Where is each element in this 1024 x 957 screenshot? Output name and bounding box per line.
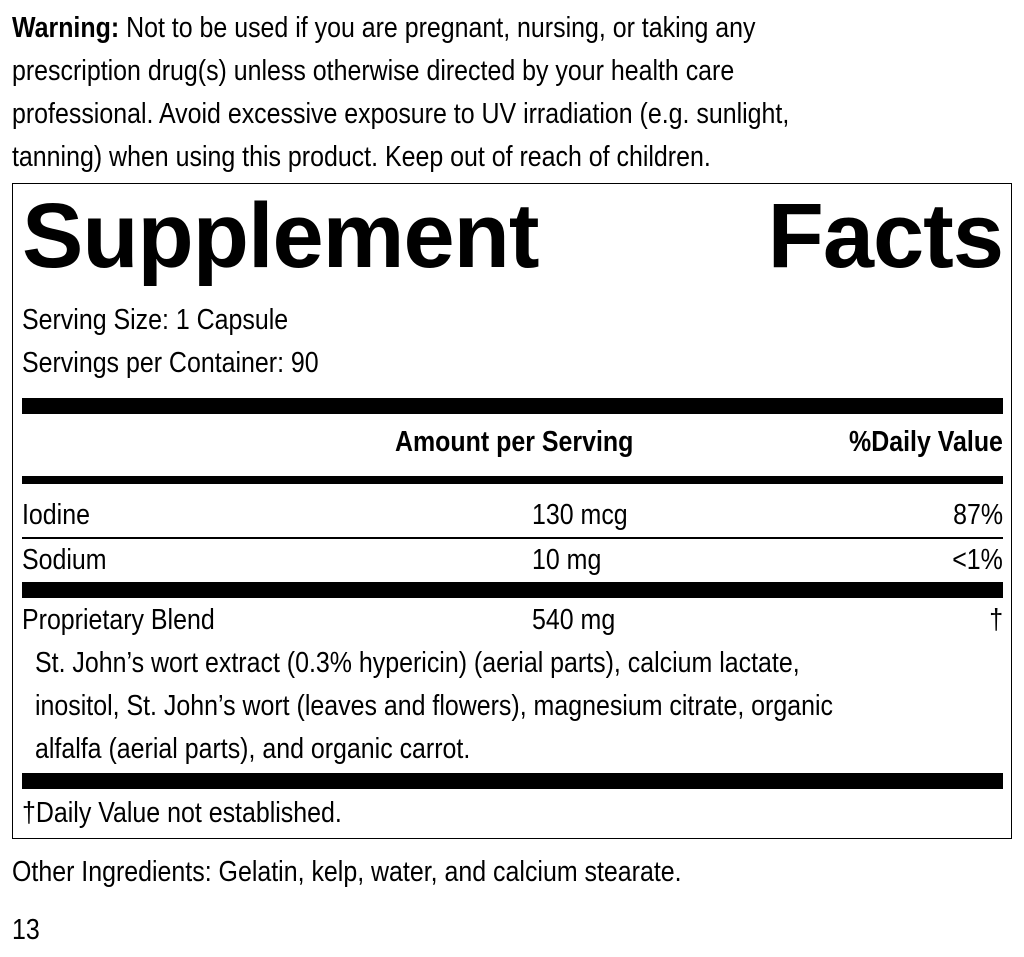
facts-title: Supplement Facts <box>22 185 1004 287</box>
blend-ingredients: St. John’s wort extract (0.3% hypericin)… <box>35 647 800 679</box>
nutrient-amount: 130 mcg <box>532 499 628 531</box>
nutrient-name: Sodium <box>22 544 107 576</box>
title-word: Supplement <box>22 185 539 287</box>
serving-size: Serving Size: 1 Capsule <box>22 304 289 336</box>
divider <box>22 773 1003 789</box>
header-amount: Amount per Serving <box>395 426 634 458</box>
divider <box>22 537 1003 539</box>
supplement-facts-panel <box>12 183 1012 839</box>
blend-ingredients: alfalfa (aerial parts), and organic carr… <box>35 733 471 765</box>
warning-line: prescription drug(s) unless otherwise di… <box>12 55 735 87</box>
nutrient-amount: 540 mg <box>532 604 616 636</box>
servings-per-container: Servings per Container: 90 <box>22 347 319 379</box>
nutrient-amount: 10 mg <box>532 544 602 576</box>
divider <box>22 398 1003 414</box>
nutrient-name: Proprietary Blend <box>22 604 215 636</box>
title-word: Facts <box>767 185 1004 287</box>
warning-line: tanning) when using this product. Keep o… <box>12 141 711 173</box>
blend-ingredients: inositol, St. John’s wort (leaves and fl… <box>35 690 833 722</box>
nutrient-dv: <1% <box>952 544 1003 576</box>
nutrient-name: Iodine <box>22 499 90 531</box>
divider <box>22 476 1003 484</box>
header-dv: %Daily Value <box>849 426 1003 458</box>
nutrient-dv: 87% <box>953 499 1003 531</box>
warning-label: Warning: <box>12 12 120 44</box>
page-number: 13 <box>12 914 40 946</box>
other-ingredients: Other Ingredients: Gelatin, kelp, water,… <box>12 856 682 888</box>
footnote: †Daily Value not established. <box>22 797 342 829</box>
nutrient-dv: † <box>989 604 1003 636</box>
warning-line: professional. Avoid excessive exposure t… <box>12 98 790 130</box>
divider <box>22 582 1003 598</box>
warning-line: Not to be used if you are pregnant, nurs… <box>126 12 756 44</box>
